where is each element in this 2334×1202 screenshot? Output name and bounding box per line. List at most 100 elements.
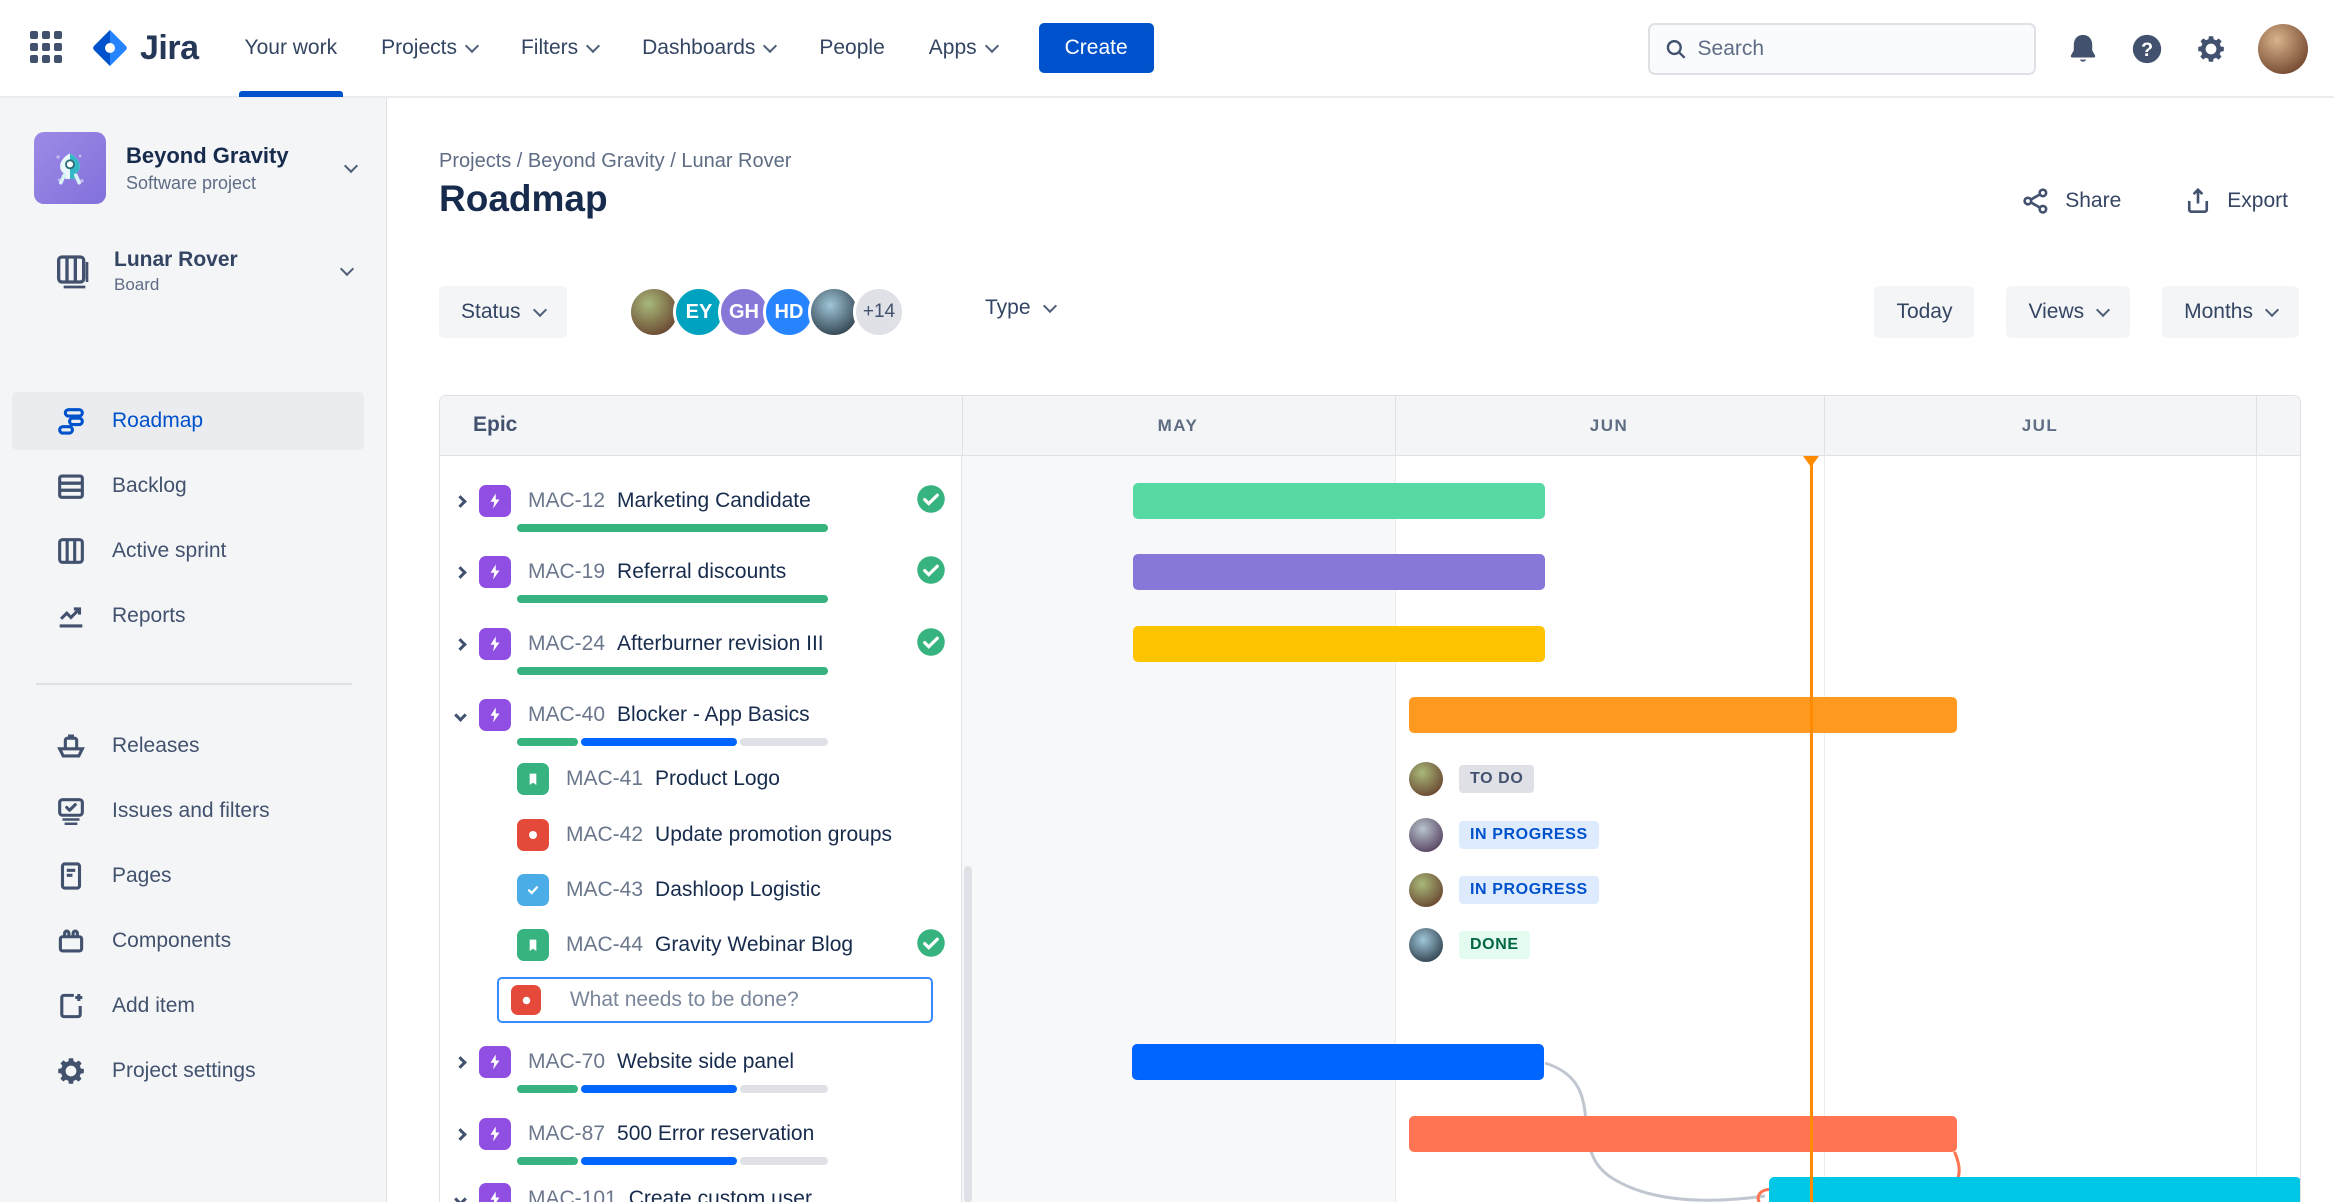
- timeline-controls: Today Views Months: [1874, 286, 2299, 338]
- status-badge[interactable]: IN PROGRESS: [1459, 876, 1599, 904]
- gantt-bar-mac-101[interactable]: [1769, 1177, 2300, 1202]
- issue-row-mac-43[interactable]: MAC-43 Dashloop Logistic: [440, 870, 962, 910]
- epic-progress-bar: [517, 524, 828, 532]
- issue-key: MAC-19: [528, 560, 606, 583]
- breadcrumb-project[interactable]: Beyond Gravity: [527, 150, 665, 172]
- share-button[interactable]: Share: [2021, 186, 2121, 216]
- chevron-right-icon[interactable]: [454, 1055, 467, 1069]
- status-badge[interactable]: DONE: [1459, 931, 1530, 959]
- reports-icon: [59, 607, 83, 628]
- epic-row-mac-101[interactable]: MAC-101 Create custom user: [440, 1179, 962, 1202]
- issue-title: Website side panel: [617, 1050, 795, 1073]
- nav-projects[interactable]: Projects: [381, 0, 480, 97]
- issue-row-mac-44[interactable]: MAC-44 Gravity Webinar Blog: [440, 925, 962, 965]
- gantt-bar-mac-12[interactable]: [1133, 483, 1545, 519]
- chevron-right-icon[interactable]: [454, 565, 467, 579]
- issue-marker-mac-44: DONE: [1409, 928, 1530, 962]
- chevron-right-icon[interactable]: [454, 1127, 467, 1141]
- search-box[interactable]: [1648, 23, 2036, 75]
- chevron-down-icon: [2096, 302, 2111, 317]
- epic-row-mac-40[interactable]: MAC-40 Blocker - App Basics: [440, 695, 962, 735]
- views-dropdown[interactable]: Views: [2006, 286, 2131, 338]
- chevron-right-icon[interactable]: [454, 494, 467, 508]
- sidebar-item-releases[interactable]: Releases: [12, 717, 364, 775]
- bug-type-icon[interactable]: [511, 985, 541, 1015]
- assignee-avatar[interactable]: [808, 286, 860, 338]
- notifications-bell-icon[interactable]: [2066, 32, 2100, 66]
- bug-type-icon: [517, 819, 549, 851]
- epic-type-icon: [479, 699, 511, 731]
- sidebar-item-components[interactable]: Components: [12, 912, 364, 970]
- sidebar-item-issues-and-filters[interactable]: Issues and filters: [12, 782, 364, 840]
- avatar-overflow-count[interactable]: +14: [853, 286, 905, 338]
- issues-filters-icon: [58, 798, 84, 826]
- create-issue-inline-form[interactable]: [497, 977, 933, 1023]
- top-navbar: Jira Your work Projects Filters Dashboar…: [0, 0, 2334, 98]
- gantt-bar-mac-70[interactable]: [1132, 1044, 1544, 1080]
- board-switcher[interactable]: Lunar Rover Board: [52, 248, 355, 295]
- chevron-down-icon[interactable]: [454, 1192, 467, 1202]
- gantt-bar-mac-40[interactable]: [1409, 697, 1957, 733]
- epic-list-scrollbar[interactable]: [964, 866, 972, 1202]
- status-badge[interactable]: TO DO: [1459, 765, 1535, 793]
- create-button[interactable]: Create: [1038, 23, 1154, 73]
- new-issue-input[interactable]: [569, 988, 919, 1012]
- user-avatar[interactable]: [2258, 24, 2308, 74]
- sidebar-item-label: Pages: [112, 864, 172, 887]
- help-icon[interactable]: ?: [2130, 32, 2164, 66]
- assignee-avatar[interactable]: [1409, 928, 1443, 962]
- assignee-avatar[interactable]: [1409, 818, 1443, 852]
- page-title: Roadmap: [439, 178, 608, 219]
- epic-row-mac-19[interactable]: MAC-19 Referral discounts: [440, 552, 962, 592]
- gantt-bar-mac-87[interactable]: [1409, 1116, 1957, 1152]
- chevron-right-icon[interactable]: [454, 637, 467, 651]
- assignee-avatar[interactable]: [1409, 873, 1443, 907]
- assignee-avatar[interactable]: [1409, 762, 1443, 796]
- status-filter-dropdown[interactable]: Status: [439, 286, 567, 338]
- epic-type-icon: [479, 1183, 511, 1202]
- export-button[interactable]: Export: [2183, 186, 2288, 216]
- sidebar-item-pages[interactable]: Pages: [12, 847, 364, 905]
- board-type: Board: [114, 275, 160, 294]
- chevron-down-icon: [984, 38, 999, 53]
- gantt-bar-mac-19[interactable]: [1133, 554, 1545, 590]
- assignee-avatar[interactable]: HD: [763, 286, 815, 338]
- nav-dashboards[interactable]: Dashboards: [642, 0, 778, 97]
- issue-title: Referral discounts: [617, 560, 787, 583]
- app-switcher-icon[interactable]: [30, 31, 64, 65]
- search-icon: [1666, 39, 1686, 59]
- sidebar-item-add-item[interactable]: Add item: [12, 977, 364, 1035]
- status-badge[interactable]: IN PROGRESS: [1459, 821, 1599, 849]
- sidebar-item-label: Releases: [112, 734, 200, 757]
- nav-filters[interactable]: Filters: [521, 0, 601, 97]
- epic-row-mac-87[interactable]: MAC-87 500 Error reservation: [440, 1114, 962, 1154]
- settings-gear-icon[interactable]: [2194, 32, 2228, 66]
- issue-key: MAC-41: [566, 767, 644, 790]
- sidebar-item-active-sprint[interactable]: Active sprint: [12, 522, 364, 580]
- breadcrumb-projects[interactable]: Projects: [439, 150, 512, 172]
- jira-logo[interactable]: Jira: [90, 27, 199, 69]
- nav-people[interactable]: People: [819, 36, 885, 59]
- sidebar-item-reports[interactable]: Reports: [12, 587, 364, 645]
- issue-title: Update promotion groups: [655, 823, 893, 846]
- epic-row-mac-24[interactable]: MAC-24 Afterburner revision III: [440, 624, 962, 664]
- issue-type-selector-chevron[interactable]: [549, 993, 559, 1003]
- today-button[interactable]: Today: [1874, 286, 1975, 338]
- type-filter-dropdown[interactable]: Type: [985, 296, 1057, 320]
- project-switcher[interactable]: Beyond Gravity Software project: [34, 132, 359, 204]
- epic-progress-bar: [517, 1085, 828, 1093]
- nav-apps[interactable]: Apps: [929, 0, 999, 97]
- sidebar-item-roadmap[interactable]: Roadmap: [12, 392, 364, 450]
- sidebar-item-backlog[interactable]: Backlog: [12, 457, 364, 515]
- breadcrumb-board[interactable]: Lunar Rover: [681, 150, 792, 172]
- months-dropdown[interactable]: Months: [2162, 286, 2299, 338]
- epic-row-mac-12[interactable]: MAC-12 Marketing Candidate: [440, 481, 962, 521]
- chevron-down-icon[interactable]: [454, 708, 467, 722]
- gantt-bar-mac-24[interactable]: [1133, 626, 1545, 662]
- sidebar-item-project-settings[interactable]: Project settings: [12, 1042, 364, 1100]
- search-input[interactable]: [1697, 37, 2020, 61]
- issue-row-mac-41[interactable]: MAC-41 Product Logo: [440, 759, 962, 799]
- epic-row-mac-70[interactable]: MAC-70 Website side panel: [440, 1042, 962, 1082]
- issue-row-mac-42[interactable]: MAC-42 Update promotion groups: [440, 815, 962, 855]
- nav-your-work[interactable]: Your work: [238, 0, 343, 97]
